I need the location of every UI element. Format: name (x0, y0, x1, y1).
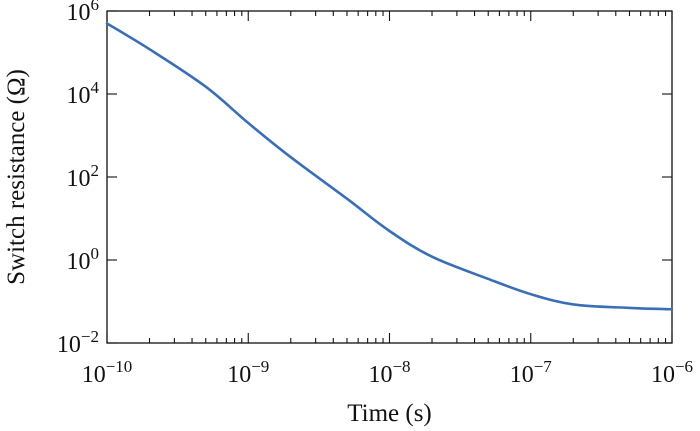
tick-marks (106, 10, 673, 344)
x-tick-label: 10−6 (651, 357, 693, 388)
y-tick-label: 100 (67, 244, 100, 275)
y-tick-label: 10−2 (57, 327, 99, 358)
x-axis-title: Time (s) (347, 400, 432, 427)
y-tick-label: 104 (67, 78, 100, 109)
x-tick-label: 10−9 (227, 357, 269, 388)
x-tick-label: 10−10 (82, 357, 133, 388)
x-tick-label: 10−7 (510, 357, 553, 388)
plot-frame (106, 10, 673, 344)
y-axis-title: Switch resistance (Ω) (3, 69, 30, 285)
y-tick-labels: 10−2 100 102 104 106 (57, 0, 100, 358)
y-tick-label: 102 (67, 161, 100, 192)
x-tick-labels: 10−10 10−9 10−8 10−7 10−6 (82, 357, 693, 388)
y-tick-label: 106 (67, 0, 100, 26)
x-tick-label: 10−8 (368, 357, 410, 388)
series-line (105, 22, 674, 311)
